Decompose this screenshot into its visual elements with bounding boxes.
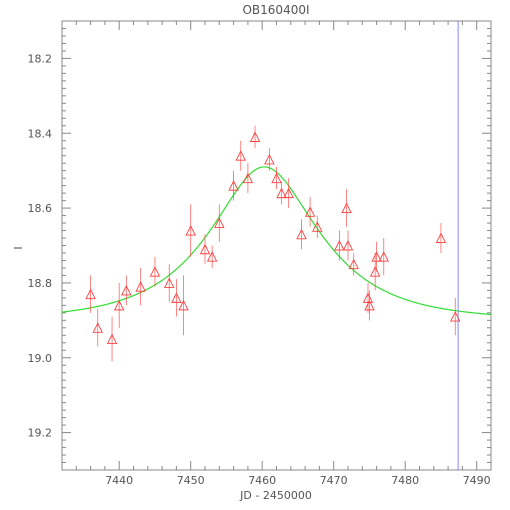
chart-title: OB160400I (242, 3, 309, 17)
data-point (113, 299, 125, 311)
y-tick-label: 18.8 (28, 277, 53, 290)
data-point (312, 221, 323, 232)
x-tick-label: 7490 (463, 474, 491, 487)
data-point (242, 172, 254, 184)
x-tick-label: 7480 (391, 474, 419, 487)
data-point (228, 180, 239, 191)
x-tick-label: 7450 (177, 474, 205, 487)
data-point (149, 266, 161, 277)
data-point (171, 292, 182, 303)
x-axis-label: JD - 2450000 (239, 489, 312, 502)
data-point (178, 299, 189, 311)
data-point (271, 172, 282, 184)
y-tick-label: 19.2 (28, 427, 53, 440)
x-tick-label: 7440 (105, 474, 133, 487)
data-point (296, 228, 307, 240)
data-point (85, 288, 96, 300)
data-point (435, 232, 447, 243)
x-tick-label: 7470 (320, 474, 348, 487)
data-point (276, 187, 287, 199)
data-point (450, 311, 461, 322)
data-point (283, 187, 294, 199)
data-point (341, 202, 352, 214)
data-point (364, 299, 375, 311)
data-point (342, 239, 354, 251)
data-point (264, 153, 275, 165)
data-point (106, 333, 118, 344)
data-point (214, 217, 225, 229)
y-tick-label: 18.6 (28, 202, 53, 215)
data-point (199, 243, 211, 255)
data-point (249, 131, 261, 142)
data-point (304, 206, 316, 217)
data-point (164, 277, 175, 288)
data-point (206, 251, 218, 262)
data-point (135, 281, 146, 292)
data-point (121, 284, 132, 296)
data-point (362, 292, 374, 303)
data-point (369, 266, 381, 277)
x-tick-label: 7460 (248, 474, 276, 487)
y-tick-label: 18.4 (28, 127, 53, 140)
plot-area: 7440 7450 7460 7470 7480 7490 18.2 18.4 18.6 18.8… (28, 20, 492, 487)
data-point (235, 150, 246, 161)
y-tick-label: 19.0 (28, 352, 53, 365)
data-point (334, 239, 345, 251)
data-point (378, 251, 389, 262)
y-axis-label: I (12, 246, 25, 249)
data-point (185, 225, 196, 236)
y-tick-label: 18.2 (28, 52, 53, 65)
data-point (371, 251, 382, 262)
data-point (348, 258, 359, 270)
data-point (92, 322, 103, 333)
